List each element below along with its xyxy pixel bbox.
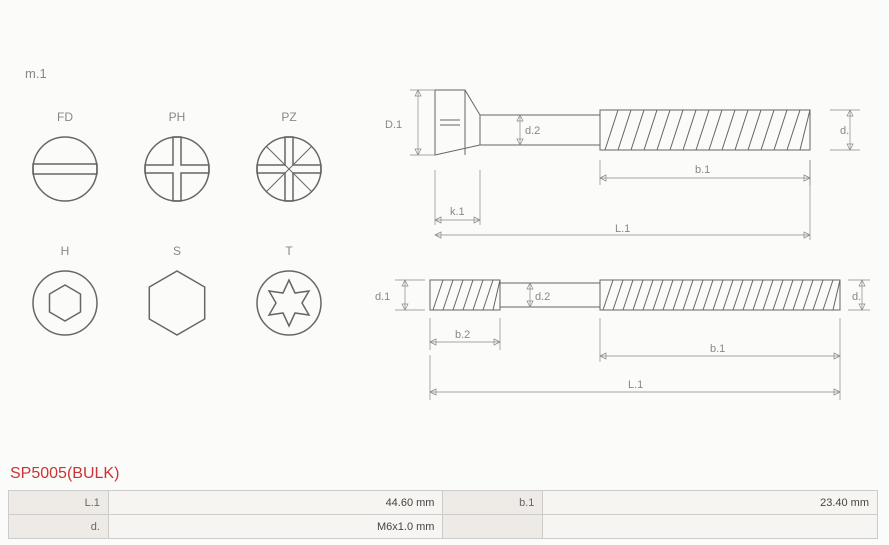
dim-L1-bot: L.1 [628,379,643,391]
torx-icon [254,268,324,338]
drive-row-1: FD PH PZ [30,110,324,204]
spec-label: d. [9,515,109,539]
drive-label-h: H [61,244,70,258]
dim-d-bot: d. [852,291,861,303]
drive-item-t: T [254,244,324,338]
spec-value: 23.40 mm [543,491,878,515]
hex-outer-icon [142,268,212,338]
bolt-svg: D.1 d.2 d. k.1 b.1 [370,60,880,410]
spec-value [543,515,878,539]
table-row: L.1 44.60 mm b.1 23.40 mm [9,491,878,515]
drive-label-s: S [173,244,181,258]
drive-label-pz: PZ [281,110,296,124]
bottom-bolt: d.1 d.2 d. b.2 b.1 [375,280,870,400]
dim-d-top: d. [840,125,849,137]
drive-item-fd: FD [30,110,100,204]
drive-type-grid: FD PH PZ H [30,110,324,378]
top-bolt: D.1 d.2 d. k.1 b.1 [385,90,860,240]
drive-label-fd: FD [57,110,73,124]
table-row: d. M6x1.0 mm [9,515,878,539]
m1-label: m.1 [25,66,47,81]
dim-b1-bot: b.1 [710,343,725,355]
drive-item-s: S [142,244,212,338]
spec-table: L.1 44.60 mm b.1 23.40 mm d. M6x1.0 mm [8,490,878,539]
drive-row-2: H S T [30,244,324,338]
dim-d1-bot: d.1 [375,291,390,303]
dim-k1: k.1 [450,206,465,218]
dim-b1-top: b.1 [695,164,710,176]
dim-d2-top: d.2 [525,125,540,137]
drive-item-h: H [30,244,100,338]
dim-L1-top: L.1 [615,223,630,235]
spec-label: L.1 [9,491,109,515]
hex-socket-icon [30,268,100,338]
drive-section-label: m.1 [25,65,47,83]
dim-b2: b.2 [455,329,470,341]
drive-label-t: T [285,244,292,258]
drive-item-ph: PH [142,110,212,204]
spec-label [443,515,543,539]
drive-item-pz: PZ [254,110,324,204]
bolt-diagrams: D.1 d.2 d. k.1 b.1 [370,60,880,415]
product-title: SP5005(BULK) [10,465,119,483]
dim-D1: D.1 [385,119,402,131]
pozidriv-icon [254,134,324,204]
slot-icon [30,134,100,204]
spec-value: 44.60 mm [108,491,443,515]
dim-d2-bot: d.2 [535,291,550,303]
phillips-icon [142,134,212,204]
spec-label: b.1 [443,491,543,515]
spec-value: M6x1.0 mm [108,515,443,539]
drive-label-ph: PH [169,110,186,124]
